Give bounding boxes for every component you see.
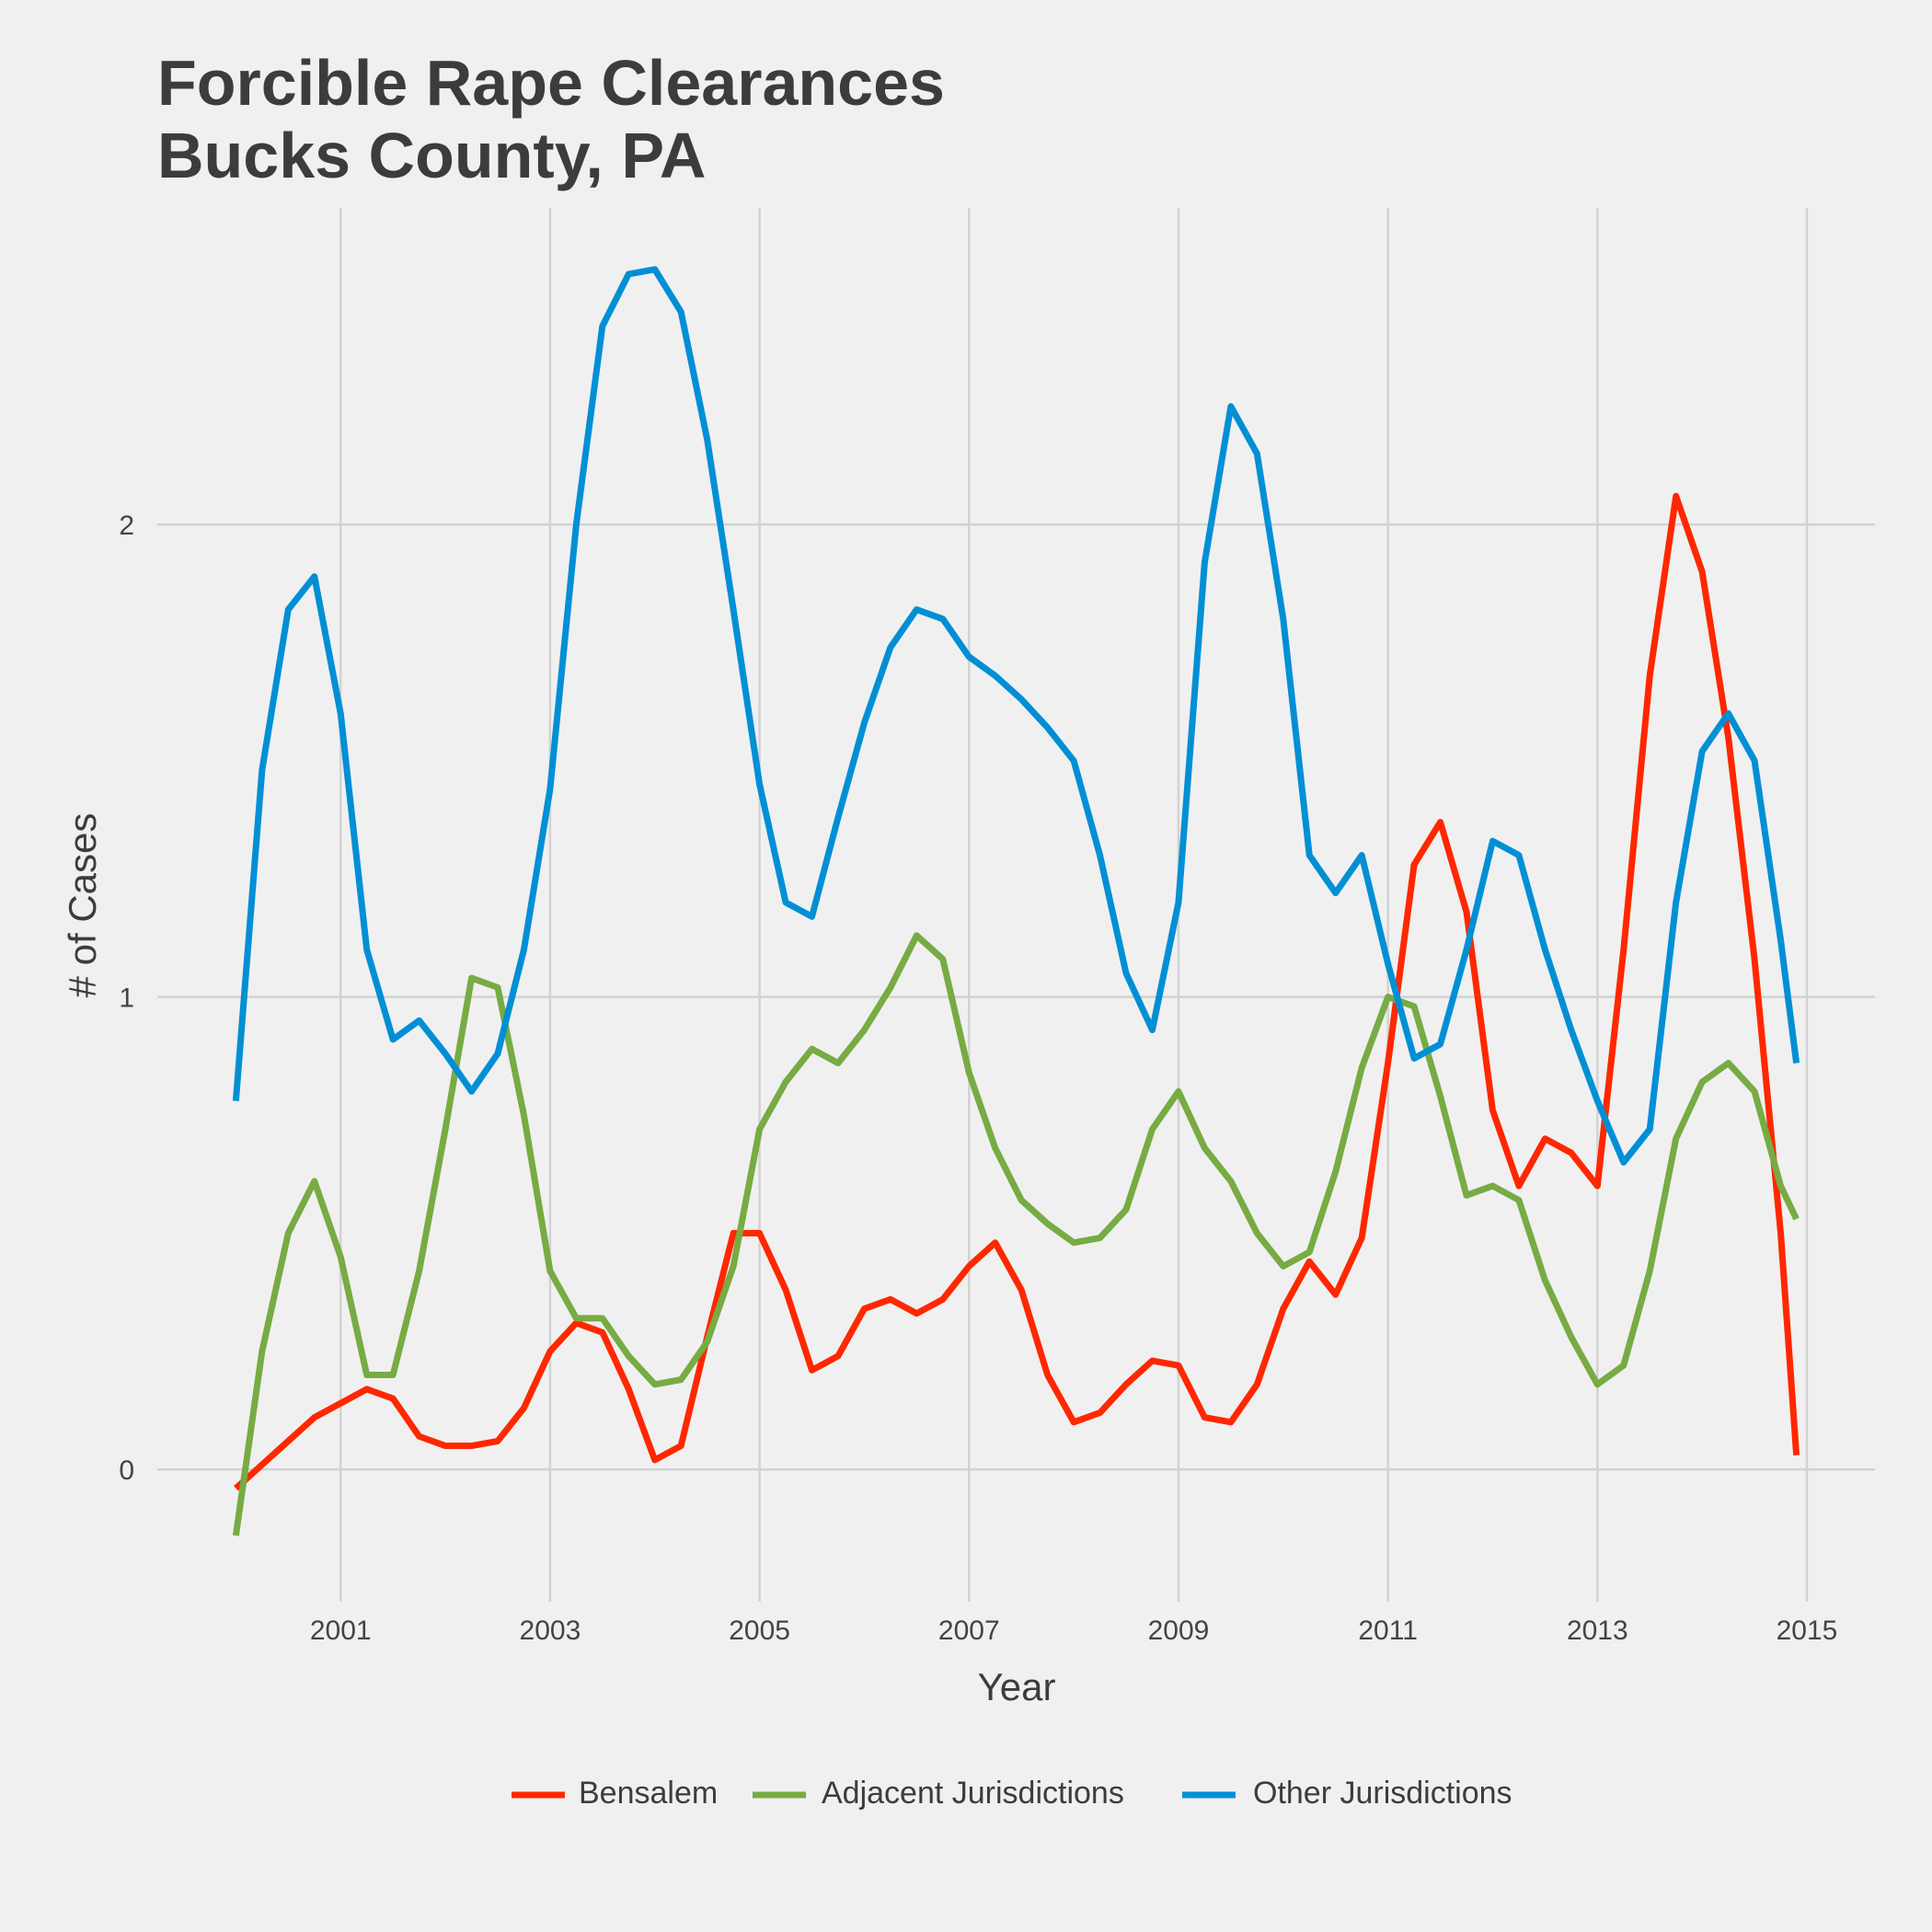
series-line — [232, 932, 1800, 1536]
y-tick-label: 2 — [119, 511, 134, 541]
y-tick-label: 1 — [119, 983, 134, 1014]
x-tick-label: 2009 — [1148, 1616, 1210, 1646]
series-line — [232, 266, 1800, 1166]
x-tick-label: 2003 — [520, 1616, 581, 1646]
chart-title: Forcible Rape Clearances — [157, 47, 945, 119]
x-tick-label: 2007 — [938, 1616, 1000, 1646]
legend-label: Other Jurisdictions — [1253, 1776, 1512, 1811]
y-tick-label: 0 — [119, 1455, 134, 1486]
chart-subtitle: Bucks County, PA — [157, 120, 706, 191]
x-tick-label: 2011 — [1358, 1616, 1418, 1646]
legend-label: Adjacent Jurisdictions — [822, 1776, 1124, 1811]
x-tick-label: 2001 — [310, 1616, 372, 1646]
x-tick-label: 2013 — [1567, 1616, 1628, 1646]
series-line — [234, 492, 1800, 1491]
x-tick-label: 2005 — [729, 1616, 790, 1646]
legend-label: Bensalem — [579, 1776, 718, 1811]
x-tick-label: 2015 — [1777, 1616, 1838, 1646]
y-axis-title: # of Cases — [61, 813, 104, 998]
x-axis-title: Year — [978, 1665, 1056, 1708]
